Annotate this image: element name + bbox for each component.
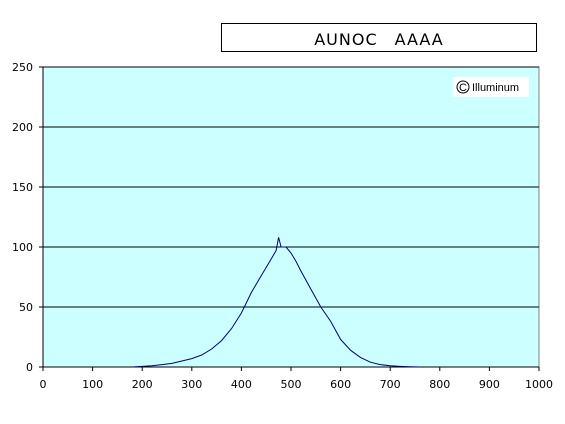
watermark: C Illuminum — [453, 77, 529, 97]
series-line — [132, 237, 421, 368]
x-tick-label: 100 — [82, 378, 103, 391]
x-tick-label: 0 — [40, 378, 47, 391]
y-tick-labels: 0 50 100 150 200 250 — [12, 61, 43, 374]
x-tick-label: 500 — [281, 378, 302, 391]
x-tick-label: 600 — [330, 378, 351, 391]
gridlines — [43, 66, 539, 308]
copyright-icon — [456, 80, 470, 94]
x-tick-label: 900 — [479, 378, 500, 391]
x-tick-label: 1000 — [525, 378, 553, 391]
x-tick-label: 400 — [231, 378, 252, 391]
svg-text:C: C — [459, 82, 467, 94]
x-tick-label: 700 — [380, 378, 401, 391]
watermark-text: Illuminum — [472, 82, 519, 94]
plot-area — [42, 66, 540, 368]
x-tick-label: 200 — [132, 378, 153, 391]
y-tick-label: 250 — [12, 61, 33, 74]
y-tick-label: 150 — [12, 181, 33, 194]
y-tick-label: 200 — [12, 121, 33, 134]
y-tick-label: 100 — [12, 241, 33, 254]
x-tick-label: 300 — [181, 378, 202, 391]
chart-title: AUNOC AAAA — [221, 23, 537, 52]
x-tick-labels: 0 100 200 300 400 500 600 700 800 900 1000 — [40, 367, 553, 391]
x-tick-label: 800 — [429, 378, 450, 391]
y-tick-label: 50 — [19, 301, 33, 314]
y-tick-label: 0 — [26, 361, 33, 374]
